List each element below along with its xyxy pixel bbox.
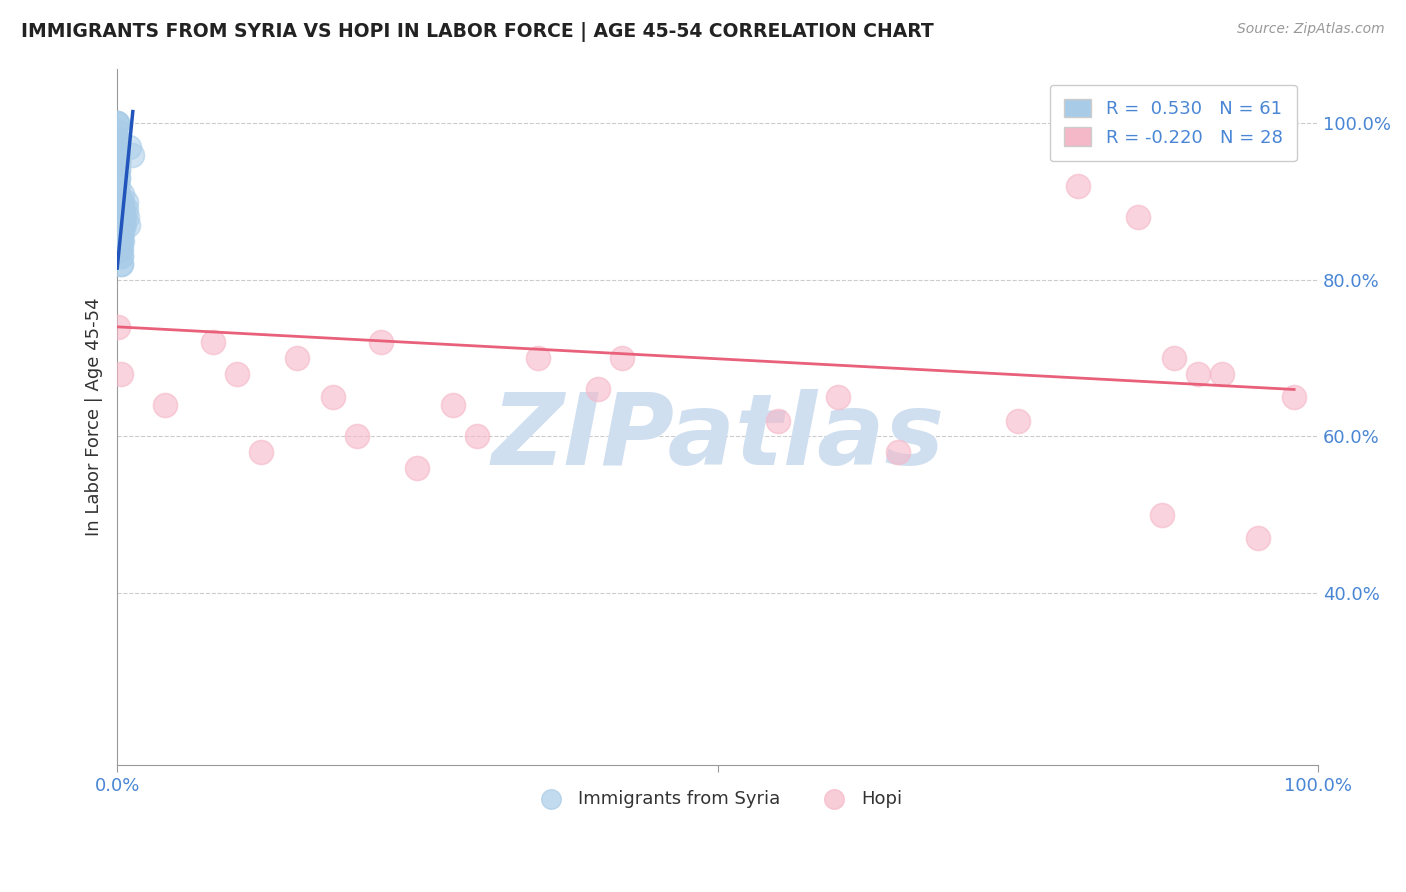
Point (887, 445, 910, 459)
Point (110, 218, 132, 232)
Point (107, 155, 129, 169)
Point (111, 226, 134, 240)
Point (121, 147, 143, 161)
Point (111, 211, 134, 225)
Point (110, 249, 132, 263)
Point (108, 226, 131, 240)
Point (105, 132, 128, 146)
Point (107, 147, 129, 161)
Point (250, 445, 273, 459)
Point (108, 234, 131, 248)
Point (1067, 178, 1090, 193)
Point (110, 367, 132, 381)
Point (114, 202, 136, 217)
Point (111, 194, 134, 209)
Point (586, 383, 609, 397)
Point (111, 234, 134, 248)
Point (105, 147, 128, 161)
Point (202, 335, 225, 350)
Point (107, 194, 129, 209)
Point (117, 218, 139, 232)
Point (1163, 351, 1185, 366)
Point (111, 202, 134, 217)
Point (112, 218, 135, 232)
Point (1187, 367, 1209, 381)
Point (610, 351, 633, 366)
Point (108, 202, 131, 217)
Point (108, 218, 131, 232)
Text: IMMIGRANTS FROM SYRIA VS HOPI IN LABOR FORCE | AGE 45-54 CORRELATION CHART: IMMIGRANTS FROM SYRIA VS HOPI IN LABOR F… (21, 22, 934, 42)
Point (112, 218, 135, 232)
Point (107, 171, 129, 186)
Point (105, 116, 128, 130)
Point (108, 226, 131, 240)
Point (115, 211, 138, 225)
Point (108, 218, 131, 232)
Point (1126, 211, 1149, 225)
Point (346, 429, 368, 443)
Point (108, 242, 131, 256)
Point (105, 132, 128, 146)
Point (114, 194, 136, 209)
Point (1247, 531, 1270, 545)
Point (108, 202, 131, 217)
Point (107, 155, 129, 169)
Point (112, 211, 135, 225)
Point (108, 211, 131, 225)
Text: ZIPatlas: ZIPatlas (491, 389, 945, 486)
Point (107, 163, 129, 178)
Point (1150, 508, 1173, 522)
Point (111, 186, 134, 201)
Point (467, 429, 489, 443)
Point (107, 178, 129, 193)
Point (107, 171, 129, 186)
Point (105, 140, 128, 154)
Point (108, 194, 131, 209)
Point (155, 398, 177, 412)
Point (108, 234, 131, 248)
Point (110, 226, 132, 240)
Point (112, 211, 135, 225)
Point (110, 242, 132, 256)
Point (107, 147, 129, 161)
Point (105, 140, 128, 154)
Point (108, 242, 131, 256)
Point (1211, 367, 1233, 381)
Point (226, 367, 249, 381)
Point (406, 460, 429, 475)
Point (108, 194, 131, 209)
Point (107, 319, 129, 334)
Point (105, 116, 128, 130)
Point (827, 390, 849, 404)
Point (1282, 390, 1305, 404)
Point (108, 211, 131, 225)
Y-axis label: In Labor Force | Age 45-54: In Labor Force | Age 45-54 (86, 298, 103, 536)
Point (105, 124, 128, 138)
Point (285, 351, 308, 366)
Point (107, 186, 129, 201)
Legend: Immigrants from Syria, Hopi: Immigrants from Syria, Hopi (526, 783, 910, 815)
Point (112, 202, 135, 217)
Point (766, 414, 789, 428)
Point (118, 140, 141, 154)
Point (443, 398, 465, 412)
Point (110, 257, 132, 271)
Point (370, 335, 392, 350)
Point (526, 351, 548, 366)
Text: Source: ZipAtlas.com: Source: ZipAtlas.com (1237, 22, 1385, 37)
Point (110, 249, 132, 263)
Point (111, 218, 134, 232)
Point (110, 257, 132, 271)
Point (322, 390, 344, 404)
Point (105, 116, 128, 130)
Point (107, 163, 129, 178)
Point (105, 132, 128, 146)
Point (1007, 414, 1029, 428)
Point (110, 234, 132, 248)
